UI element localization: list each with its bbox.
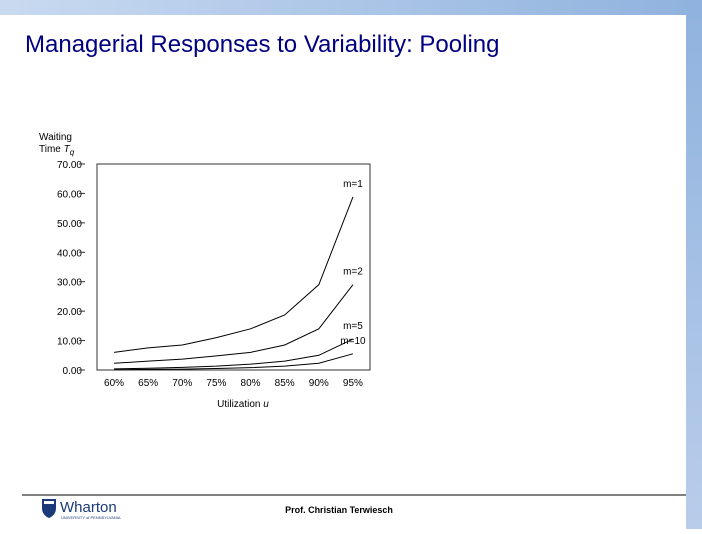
x-axis-label: Utilization u (217, 399, 269, 410)
series-line (113, 196, 354, 353)
x-tick-label: 85% (275, 378, 295, 389)
logo-band (44, 501, 54, 504)
series-label: m=2 (343, 267, 363, 278)
y-label-line: Time (39, 144, 61, 155)
logo-text: Wharton (60, 499, 117, 516)
y-axis-label: Time Tq (39, 144, 75, 157)
footer-text: Prof. Christian Terwiesch (285, 505, 393, 515)
y-tick-label: 50.00 (57, 219, 82, 230)
x-label-var: u (263, 399, 269, 410)
series-label: m=5 (343, 321, 363, 332)
y-tick-label: 60.00 (57, 189, 82, 200)
series-line (114, 353, 354, 371)
logo-subtext: UNIVERSITY of PENNSYLVANIA (61, 515, 121, 520)
x-label-text: Utilization (217, 399, 260, 410)
series-line (114, 338, 354, 370)
y-tick-label: 70.00 (57, 160, 82, 171)
logo: Wharton UNIVERSITY of PENNSYLVANIA (42, 499, 121, 520)
x-tick-label: 60% (104, 378, 124, 389)
x-tick-label: 70% (172, 378, 192, 389)
series-label: m=1 (343, 179, 363, 190)
x-tick-label: 90% (309, 378, 329, 389)
x-tick-label: 75% (206, 378, 226, 389)
y-tick-label: 10.00 (57, 337, 82, 348)
x-tick-label: 80% (241, 378, 261, 389)
y-label-var: T (64, 144, 71, 155)
frame-top (0, 0, 702, 15)
plot-frame (96, 163, 371, 371)
x-tick-label: 65% (138, 378, 158, 389)
y-tick-label: 0.00 (63, 366, 83, 377)
y-tick-label: 40.00 (57, 248, 82, 259)
series-label: m=10 (340, 336, 366, 347)
series-line (114, 284, 354, 364)
y-label-line: Waiting (39, 132, 72, 143)
y-label-sub: q (70, 148, 75, 157)
y-tick-label: 30.00 (57, 278, 82, 289)
x-tick-label: 95% (343, 378, 363, 389)
slide-title: Managerial Responses to Variability: Poo… (25, 31, 499, 58)
y-axis-label: Waiting (39, 132, 72, 143)
y-tick-label: 20.00 (57, 307, 82, 318)
frame-right (686, 0, 702, 529)
